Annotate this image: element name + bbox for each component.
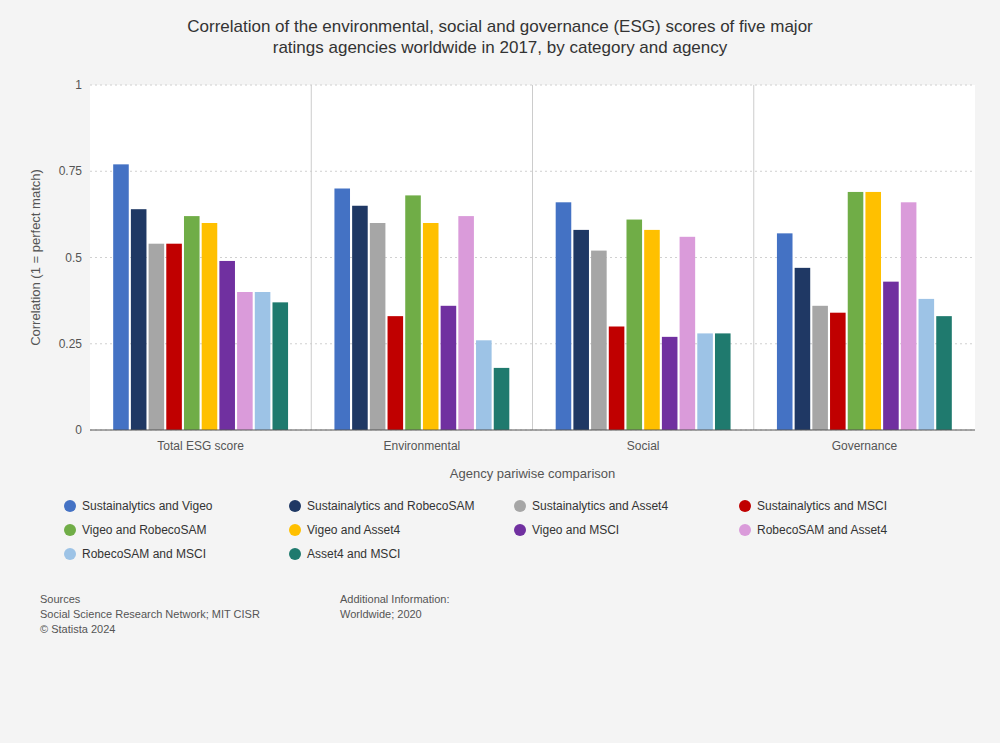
plot-area xyxy=(90,85,975,430)
y-tick-label: 1 xyxy=(75,78,82,92)
bar xyxy=(865,192,881,430)
bar xyxy=(237,292,253,430)
legend-label: Asset4 and MSCI xyxy=(307,547,400,561)
legend-label: RobecoSAM and Asset4 xyxy=(757,523,887,537)
bar xyxy=(662,337,678,430)
legend-label: Vigeo and MSCI xyxy=(532,523,619,537)
legend-marker xyxy=(289,524,301,536)
bar xyxy=(883,282,899,430)
legend-marker xyxy=(739,524,751,536)
legend-marker xyxy=(739,500,751,512)
y-tick-label: 0.5 xyxy=(65,251,82,265)
group-divider xyxy=(311,85,312,430)
legend: Sustainalytics and Vigeo Sustainalytics a… xyxy=(64,499,887,561)
bar xyxy=(113,164,129,430)
bar xyxy=(202,223,218,430)
legend-label: Sustainalytics and RobecoSAM xyxy=(307,499,474,513)
bar xyxy=(334,189,350,431)
bar xyxy=(458,216,474,430)
legend-label: Sustainalytics and MSCI xyxy=(757,499,887,513)
x-axis-line xyxy=(90,429,975,430)
chart: Correlation of the environmental, social… xyxy=(0,0,1000,743)
grid xyxy=(90,85,975,430)
x-tick-label: Governance xyxy=(832,439,898,453)
bar xyxy=(219,261,235,430)
bar xyxy=(405,195,421,430)
annotation: Additional Information:Worldwide; 2020 xyxy=(340,593,449,620)
bar xyxy=(272,302,288,430)
legend-label: Vigeo and Asset4 xyxy=(307,523,401,537)
legend-label: RobecoSAM and MSCI xyxy=(82,547,206,561)
legend-marker xyxy=(64,524,76,536)
x-tick-label: Total ESG score xyxy=(157,439,244,453)
bar xyxy=(830,313,846,430)
bar xyxy=(591,251,607,430)
bar xyxy=(848,192,864,430)
bar xyxy=(388,316,404,430)
bar xyxy=(609,327,625,431)
annotation: SourcesSocial Science Research Network; … xyxy=(40,593,260,635)
grid-line xyxy=(90,430,975,431)
bar xyxy=(166,244,182,430)
bar xyxy=(795,268,811,430)
legend-label: Sustainalytics and Asset4 xyxy=(532,499,668,513)
y-axis-label: Correlation (1 = perfect match) xyxy=(28,169,43,346)
bar xyxy=(573,230,589,430)
x-tick-label: Environmental xyxy=(384,439,461,453)
bar xyxy=(441,306,457,430)
legend-marker xyxy=(289,500,301,512)
bar xyxy=(184,216,200,430)
bar xyxy=(131,209,147,430)
bar xyxy=(423,223,439,430)
group-divider xyxy=(532,85,533,430)
legend-marker xyxy=(289,548,301,560)
legend-label: Sustainalytics and Vigeo xyxy=(82,499,213,513)
bar xyxy=(936,316,952,430)
legend-marker xyxy=(64,500,76,512)
bar xyxy=(476,340,492,430)
bar xyxy=(370,223,386,430)
group-divider xyxy=(753,85,754,430)
legend-marker xyxy=(514,500,526,512)
bar xyxy=(919,299,935,430)
bar xyxy=(149,244,165,430)
bar xyxy=(901,202,917,430)
bars xyxy=(113,164,952,430)
x-axis-label: Agency pariwise comparison xyxy=(450,466,615,481)
bar xyxy=(255,292,271,430)
bar xyxy=(715,333,731,430)
bar xyxy=(777,233,793,430)
y-tick-label: 0 xyxy=(75,423,82,437)
bar xyxy=(697,333,713,430)
bar xyxy=(352,206,368,430)
x-tick-label: Social xyxy=(627,439,660,453)
bar xyxy=(812,306,828,430)
bar xyxy=(680,237,696,430)
bar xyxy=(626,220,642,430)
title: Correlation of the environmental, social… xyxy=(187,17,813,57)
y-tick-label: 0.75 xyxy=(59,164,83,178)
background xyxy=(0,0,1000,743)
bar xyxy=(494,368,510,430)
legend-marker xyxy=(514,524,526,536)
legend-label: Vigeo and RobecoSAM xyxy=(82,523,207,537)
y-tick-label: 0.25 xyxy=(59,337,83,351)
bar xyxy=(644,230,660,430)
legend-marker xyxy=(64,548,76,560)
bar xyxy=(556,202,572,430)
